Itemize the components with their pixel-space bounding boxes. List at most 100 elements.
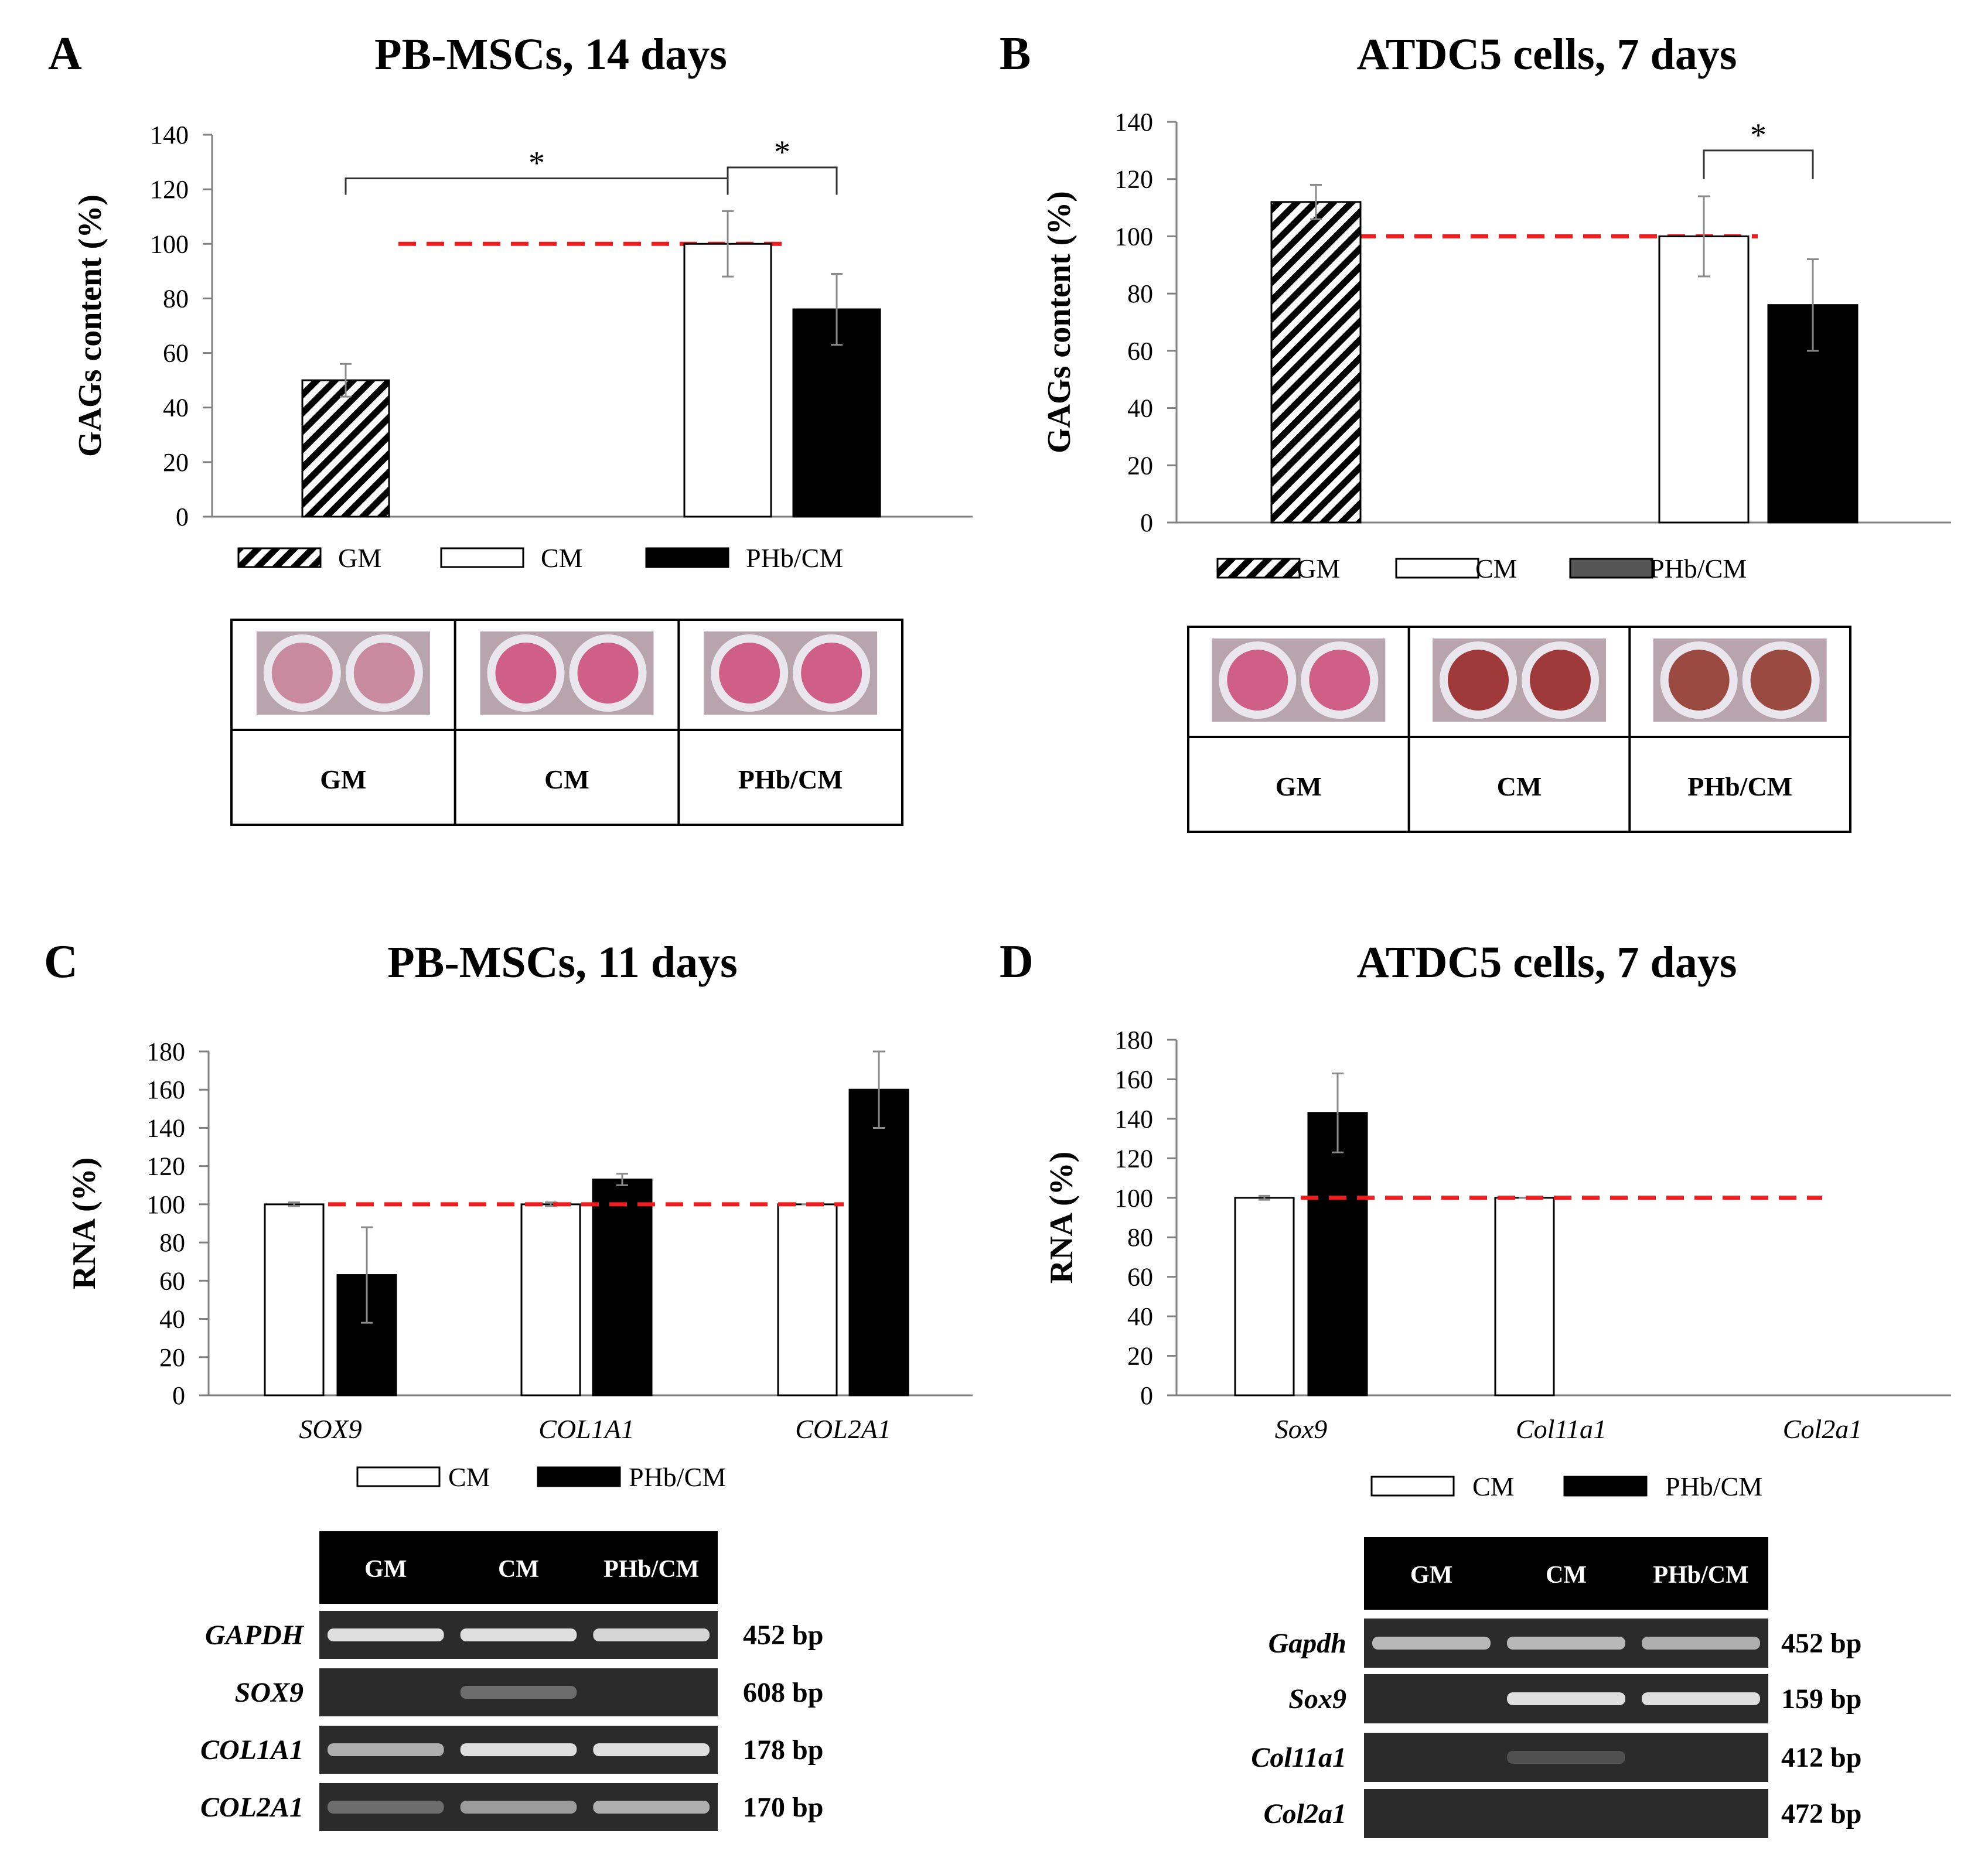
panel-a-legend-swatch-gm: [237, 547, 322, 568]
panel-b-y-tick-label: 140: [1114, 108, 1153, 136]
panel-b-well-stain: [1309, 650, 1370, 711]
panel-letter-c: C: [44, 936, 78, 988]
panel-c-gel-size-label: 452 bp: [743, 1620, 823, 1651]
panel-a-well-stain: [577, 643, 639, 704]
panel-c-y-axis-label: RNA (%): [66, 1158, 103, 1290]
panel-a-significance-star: *: [774, 134, 790, 170]
panel-b-stain-label: CM: [1497, 771, 1542, 801]
panel-c-gel-column-label: CM: [498, 1556, 539, 1583]
panel-b-y-tick-label: 120: [1114, 165, 1153, 194]
panel-b-stain-label: PHb/CM: [1687, 771, 1792, 801]
panel-a-y-tick-label: 80: [163, 284, 189, 313]
panel-c-gel-column-label: GM: [364, 1556, 407, 1583]
panel-c-legend-label: PHb/CM: [629, 1462, 726, 1492]
panel-d-gel-gene-label: Sox9: [1288, 1684, 1346, 1715]
panel-a-y-tick-label: 140: [150, 121, 189, 149]
panel-b-y-tick-label: 60: [1127, 337, 1153, 366]
panel-d-y-tick-label: 0: [1140, 1381, 1153, 1410]
panel-d-legend-label: CM: [1472, 1471, 1515, 1501]
panel-letter-a: A: [48, 28, 82, 80]
panel-d-bar-cm: [1234, 1197, 1295, 1397]
panel-a-stain-label: GM: [320, 764, 366, 794]
panel-c-gel-band: [328, 1801, 444, 1814]
panel-b-well-stain: [1750, 650, 1812, 711]
panel-c-gel-size-label: 178 bp: [743, 1735, 823, 1766]
panel-d-gel-size-label: 452 bp: [1781, 1628, 1861, 1659]
panel-b-y-axis-label: GAGs content (%): [1041, 191, 1077, 453]
panel-d-gel-band: [1507, 1692, 1625, 1705]
panel-b-well-stain: [1448, 650, 1509, 711]
panel-b-stain-table: [1187, 626, 1851, 833]
panel-d-y-tick-label: 20: [1127, 1342, 1153, 1371]
panel-d-gel-lane: [1364, 1789, 1768, 1838]
panel-c-gel-band: [593, 1628, 710, 1641]
panel-b-y-tick-label: 20: [1127, 451, 1153, 480]
panel-d-y-tick-label: 180: [1114, 1026, 1153, 1054]
panel-a-stain-label: PHb/CM: [738, 764, 843, 794]
panel-d-chart: 0 20 40 60 80 100 120 140 160 180 RNA (%) Sox9 Col11…: [1044, 1026, 1951, 1838]
panel-b-chart: 0 20 40 60 80 100 120 140 GAGs content (%) * GM CM P…: [1041, 108, 1951, 833]
panel-b-legend-label: CM: [1475, 554, 1518, 583]
panel-d-gel-column-label: PHb/CM: [1653, 1562, 1748, 1589]
panel-d-y-tick-label: 60: [1127, 1263, 1153, 1292]
panel-b-legend-swatch-phb-cm: [1569, 558, 1653, 579]
panel-d-category-label: Col2a1: [1783, 1414, 1862, 1444]
panel-a-well-stain: [495, 643, 557, 704]
panel-a-title: PB-MSCs, 14 days: [374, 30, 727, 79]
panel-d-y-tick-label: 100: [1114, 1184, 1153, 1213]
panel-c-y-tick-label: 180: [146, 1037, 185, 1066]
panel-c-legend-swatch-phb-cm: [537, 1466, 621, 1487]
panel-c-gel-band: [460, 1743, 577, 1756]
panel-c-category-label: SOX9: [299, 1414, 362, 1444]
panel-a-stain-table: [230, 619, 903, 826]
panel-c-y-tick-label: 20: [159, 1343, 185, 1372]
panel-c-gel-band: [328, 1628, 444, 1641]
panel-c-gel-header: [319, 1531, 718, 1604]
panel-c-y-tick-label: 100: [146, 1190, 185, 1219]
panel-b-bar-gm: [1270, 201, 1362, 524]
panel-d-y-axis-label: RNA (%): [1044, 1152, 1080, 1284]
panel-b-well-stain: [1227, 650, 1288, 711]
panel-b-stain-label: GM: [1276, 771, 1322, 801]
panel-b-legend-swatch-cm: [1395, 558, 1479, 579]
panel-d-gel-size-label: 159 bp: [1781, 1684, 1861, 1715]
panel-c-legend-label: CM: [448, 1462, 490, 1492]
panel-d-gel-lane: [1364, 1733, 1768, 1782]
panel-c-gel-band: [460, 1686, 577, 1699]
panel-a-legend-swatch-phb-cm: [645, 547, 729, 568]
panel-c-category-label: COL2A1: [795, 1414, 891, 1444]
panel-c-bar-cm: [264, 1203, 325, 1397]
panel-d-y-tick-label: 80: [1127, 1223, 1153, 1252]
panel-d-bar-phb-cm: [1307, 1112, 1368, 1397]
panel-a-y-tick-label: 120: [150, 175, 189, 204]
panel-c-y-tick-label: 120: [146, 1152, 185, 1181]
panel-d-y-tick-label: 40: [1127, 1302, 1153, 1331]
panel-a-bar-gm: [301, 379, 390, 518]
panel-d-category-label: Col11a1: [1516, 1414, 1607, 1444]
panel-a-bar-cm: [683, 243, 772, 518]
panel-c-gel-column-label: PHb/CM: [603, 1556, 699, 1583]
panel-d-gel-band: [1507, 1751, 1625, 1764]
panel-d-gel-header: [1364, 1537, 1768, 1610]
panel-a-significance-bracket: [727, 166, 838, 195]
panel-d-gel-band: [1642, 1692, 1760, 1705]
panel-letter-d: D: [1000, 936, 1034, 988]
panel-d-gel-column-label: GM: [1410, 1562, 1452, 1589]
panel-b-significance-star: *: [1750, 117, 1767, 153]
panel-a-legend-label: CM: [541, 543, 583, 573]
panel-c-bar-cm: [777, 1203, 838, 1397]
panel-c-gel-band: [593, 1743, 710, 1756]
panel-c-gel-size-label: 170 bp: [743, 1792, 823, 1823]
panel-d-title: ATDC5 cells, 7 days: [1357, 938, 1737, 987]
panel-b-legend-label: GM: [1297, 554, 1340, 583]
panel-c-gel-lane: [319, 1668, 718, 1716]
panel-b-well-stain: [1668, 650, 1730, 711]
panel-c-category-label: COL1A1: [538, 1414, 635, 1444]
panel-d-gel-band: [1507, 1637, 1625, 1650]
panel-c-y-tick-label: 0: [172, 1381, 185, 1410]
panel-c-y-tick-label: 140: [146, 1114, 185, 1142]
panel-b-legend-label: PHb/CM: [1649, 554, 1747, 583]
panel-c-gel-band: [460, 1628, 577, 1641]
panel-d-legend-label: PHb/CM: [1665, 1471, 1762, 1501]
